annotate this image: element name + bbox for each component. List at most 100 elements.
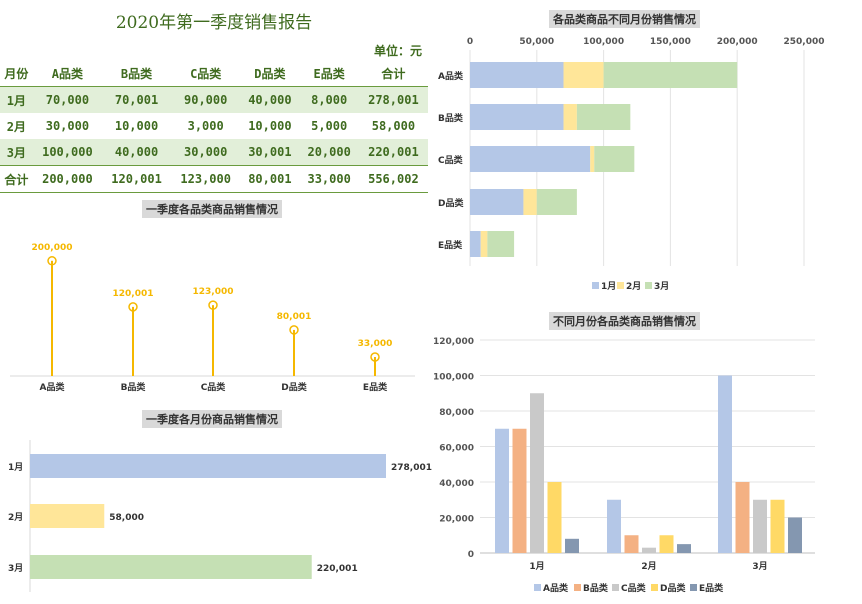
column bbox=[735, 482, 750, 553]
legend-swatch bbox=[645, 282, 652, 289]
legend-label: 2月 bbox=[626, 281, 641, 292]
data-label: 80,001 bbox=[277, 312, 312, 322]
bar-segment bbox=[603, 62, 738, 88]
x-tick-label: 2月 bbox=[641, 561, 656, 572]
y-tick-label: 60,000 bbox=[439, 444, 474, 454]
x-tick-label: B品类 bbox=[121, 381, 147, 393]
column bbox=[770, 499, 785, 553]
x-tick-label: 1月 bbox=[529, 561, 544, 572]
table-cell: 3月 bbox=[0, 139, 33, 166]
table-header-row: 月份 A品类 B品类 C品类 D品类 E品类 合计 bbox=[0, 60, 428, 87]
table-cell: 70,000 bbox=[32, 86, 102, 113]
month-bar-chart-title: 一季度各月份商品销售情况 bbox=[142, 410, 282, 428]
data-label: 33,000 bbox=[358, 339, 393, 349]
grouped-chart-title: 不同月份各品类商品销售情况 bbox=[549, 312, 700, 330]
table-cell: 5,000 bbox=[311, 119, 348, 133]
legend-swatch bbox=[592, 282, 599, 289]
x-tick-label: E品类 bbox=[363, 381, 388, 393]
legend-swatch bbox=[534, 584, 541, 591]
table-cell: 200,000 bbox=[32, 165, 102, 193]
table-cell: 3,000 bbox=[187, 119, 224, 133]
table-header-cell: A品类 bbox=[51, 66, 84, 81]
y-tick-label: E品类 bbox=[438, 239, 463, 251]
table-cell: 40,000 bbox=[101, 139, 172, 166]
table-header-cell: E品类 bbox=[313, 66, 345, 81]
lollipop-chart: 200,000 A品类 120,001 B品类 123,000 C品类 80,001 D品类 3… bbox=[10, 243, 415, 393]
bar-segment bbox=[487, 231, 515, 257]
legend-swatch bbox=[617, 282, 624, 289]
column bbox=[718, 375, 732, 553]
y-tick-label: B品类 bbox=[438, 112, 464, 124]
table-cell: 58,000 bbox=[371, 119, 416, 133]
x-tick-label: A品类 bbox=[40, 381, 66, 393]
bar-segment bbox=[470, 231, 481, 257]
x-tick-label: 200,000 bbox=[717, 37, 758, 47]
column bbox=[642, 547, 656, 553]
column bbox=[677, 544, 691, 553]
y-tick-label: 3月 bbox=[8, 563, 23, 574]
table-cell: 123,000 bbox=[171, 165, 241, 193]
x-tick-label: D品类 bbox=[281, 381, 307, 393]
legend-label: 3月 bbox=[654, 281, 669, 292]
bar-segment bbox=[470, 146, 591, 172]
legend-swatch bbox=[651, 584, 658, 591]
table-cell: 30,001 bbox=[240, 139, 300, 166]
bar-segment bbox=[480, 231, 488, 257]
grouped-column-chart: 0 20,000 40,000 60,000 80,000 100,000 120,000 1… bbox=[433, 337, 815, 594]
table-cell: 90,000 bbox=[171, 86, 241, 113]
table-total-row: 合计 200,000 120,001 123,000 80,001 33,000… bbox=[0, 165, 428, 193]
bar bbox=[30, 555, 312, 579]
column bbox=[788, 517, 802, 553]
data-label: 58,000 bbox=[109, 513, 144, 523]
table-cell: 1月 bbox=[0, 86, 33, 113]
column bbox=[659, 535, 674, 553]
month-bar-chart: 278,001 1月 58,000 2月 220,001 3月 bbox=[8, 440, 432, 592]
bar-segment bbox=[470, 104, 564, 130]
y-tick-label: A品类 bbox=[438, 70, 464, 82]
table-cell: 80,001 bbox=[240, 165, 300, 193]
y-tick-label: D品类 bbox=[438, 197, 464, 209]
bar-segment bbox=[536, 189, 577, 215]
legend-label: E品类 bbox=[699, 582, 724, 594]
table-header-cell: 月份 bbox=[4, 66, 29, 81]
x-tick-label: 0 bbox=[467, 37, 473, 47]
column bbox=[547, 482, 562, 553]
unit-label: 单位：元 bbox=[373, 44, 422, 58]
sales-table: 月份 A品类 B品类 C品类 D品类 E品类 合计 1月 70,000 70,0… bbox=[0, 60, 428, 193]
bar-segment bbox=[563, 62, 604, 88]
lollipop-point bbox=[47, 256, 57, 266]
data-label: 200,000 bbox=[32, 243, 73, 253]
table-cell: 33,000 bbox=[299, 165, 359, 193]
bar bbox=[30, 504, 105, 528]
bar-segment bbox=[576, 104, 631, 130]
lollipop-chart-title: 一季度各品类商品销售情况 bbox=[142, 200, 282, 218]
table-cell: 40,000 bbox=[240, 86, 300, 113]
column bbox=[753, 499, 767, 553]
table-cell: 120,001 bbox=[101, 165, 172, 193]
x-tick-label: 100,000 bbox=[583, 37, 624, 47]
table-cell: 10,000 bbox=[248, 119, 292, 133]
y-tick-label: 2月 bbox=[8, 512, 23, 523]
table-cell: 30,000 bbox=[171, 139, 241, 166]
table-cell: 100,000 bbox=[32, 139, 102, 166]
lollipop-point bbox=[289, 325, 299, 335]
table-cell: 556,002 bbox=[358, 165, 428, 193]
table-row: 2月 30,000 10,000 3,000 10,000 5,000 58,0… bbox=[0, 113, 428, 139]
legend-label: 1月 bbox=[601, 281, 616, 292]
table-cell: 10,000 bbox=[114, 119, 159, 133]
table-header-cell: B品类 bbox=[120, 66, 153, 81]
stacked-bar-chart: 0 50,000 100,000 150,000 200,000 250,000 A品类 B品… bbox=[438, 37, 825, 292]
x-tick-label: 150,000 bbox=[650, 37, 691, 47]
y-tick-label: 120,000 bbox=[433, 337, 474, 347]
data-label: 220,001 bbox=[317, 564, 358, 574]
table-row: 1月 70,000 70,001 90,000 40,000 8,000 278… bbox=[0, 86, 428, 113]
y-tick-label: 80,000 bbox=[439, 408, 474, 418]
y-tick-label: C品类 bbox=[438, 154, 464, 166]
y-tick-label: 0 bbox=[468, 550, 474, 560]
x-tick-label: 3月 bbox=[752, 561, 767, 572]
column bbox=[512, 428, 527, 553]
table-cell: 20,000 bbox=[299, 139, 359, 166]
table-cell: 278,001 bbox=[358, 86, 428, 113]
table-cell: 2月 bbox=[6, 119, 27, 134]
